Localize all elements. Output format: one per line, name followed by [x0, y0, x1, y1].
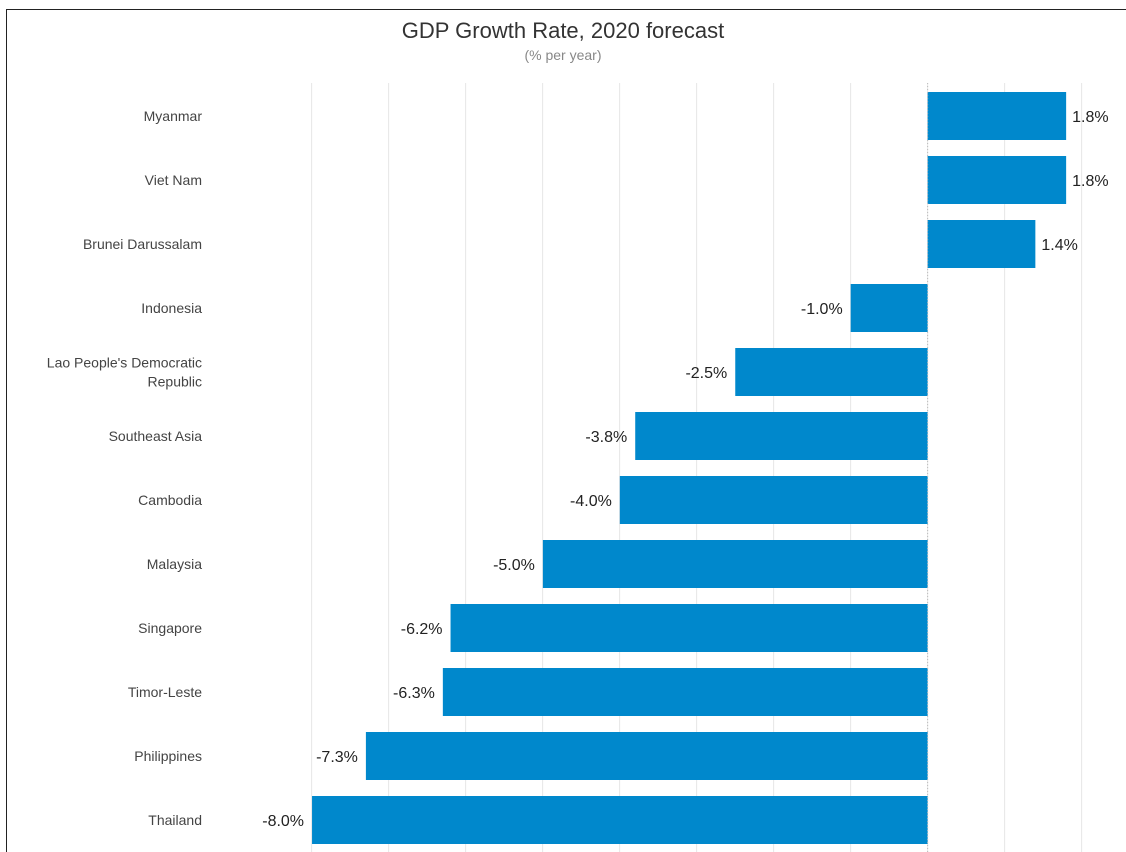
category-label: Brunei Darussalam	[83, 236, 202, 252]
data-label: -8.0%	[262, 813, 304, 830]
category-label-line: Thailand	[148, 812, 202, 828]
data-label: -3.8%	[585, 429, 627, 446]
data-label: -6.3%	[393, 685, 435, 702]
category-label: Timor-Leste	[128, 684, 202, 700]
data-label: -5.0%	[493, 557, 535, 574]
category-label: Singapore	[138, 620, 202, 636]
category-label: Malaysia	[147, 556, 202, 572]
category-label: Myanmar	[144, 108, 203, 124]
chart-title: GDP Growth Rate, 2020 forecast	[401, 18, 725, 43]
category-label-line: Malaysia	[147, 556, 202, 572]
category-label: Viet Nam	[145, 172, 202, 188]
bar[interactable]	[927, 220, 1036, 268]
category-label: Thailand	[148, 812, 202, 828]
category-label-line: Southeast Asia	[109, 428, 203, 444]
data-label: 1.8%	[1072, 173, 1108, 190]
category-label-line: Cambodia	[138, 492, 202, 508]
data-label: -1.0%	[801, 301, 843, 318]
category-label-line: Republic	[148, 374, 202, 390]
category-label-line: Indonesia	[141, 300, 202, 316]
data-label: -6.2%	[401, 621, 443, 638]
bar[interactable]	[442, 668, 928, 716]
bar[interactable]	[850, 284, 928, 332]
category-label: Cambodia	[138, 492, 202, 508]
chart-frame	[6, 9, 1126, 852]
category-label-line: Singapore	[138, 620, 202, 636]
category-label-line: Viet Nam	[145, 172, 202, 188]
data-label: -4.0%	[570, 493, 612, 510]
bar[interactable]	[927, 92, 1067, 140]
chart-subtitle: (% per year)	[524, 47, 602, 63]
bar[interactable]	[619, 476, 928, 524]
bar[interactable]	[312, 796, 928, 844]
category-label-line: Philippines	[134, 748, 202, 764]
category-label: Philippines	[134, 748, 202, 764]
bar[interactable]	[542, 540, 928, 588]
data-label: -7.3%	[316, 749, 358, 766]
bar[interactable]	[450, 604, 928, 652]
category-label-line: Lao People's Democratic	[47, 355, 202, 371]
category-label-line: Timor-Leste	[128, 684, 202, 700]
category-label-line: Myanmar	[144, 108, 203, 124]
bar[interactable]	[735, 348, 928, 396]
category-label-line: Brunei Darussalam	[83, 236, 202, 252]
bar[interactable]	[365, 732, 928, 780]
category-label: Southeast Asia	[109, 428, 203, 444]
data-label: 1.8%	[1072, 109, 1108, 126]
data-label: -2.5%	[685, 365, 727, 382]
bar[interactable]	[635, 412, 928, 460]
bar[interactable]	[927, 156, 1067, 204]
data-label: 1.4%	[1041, 237, 1077, 254]
category-label: Indonesia	[141, 300, 202, 316]
category-label: Lao People's Democratic Republic	[47, 355, 202, 390]
